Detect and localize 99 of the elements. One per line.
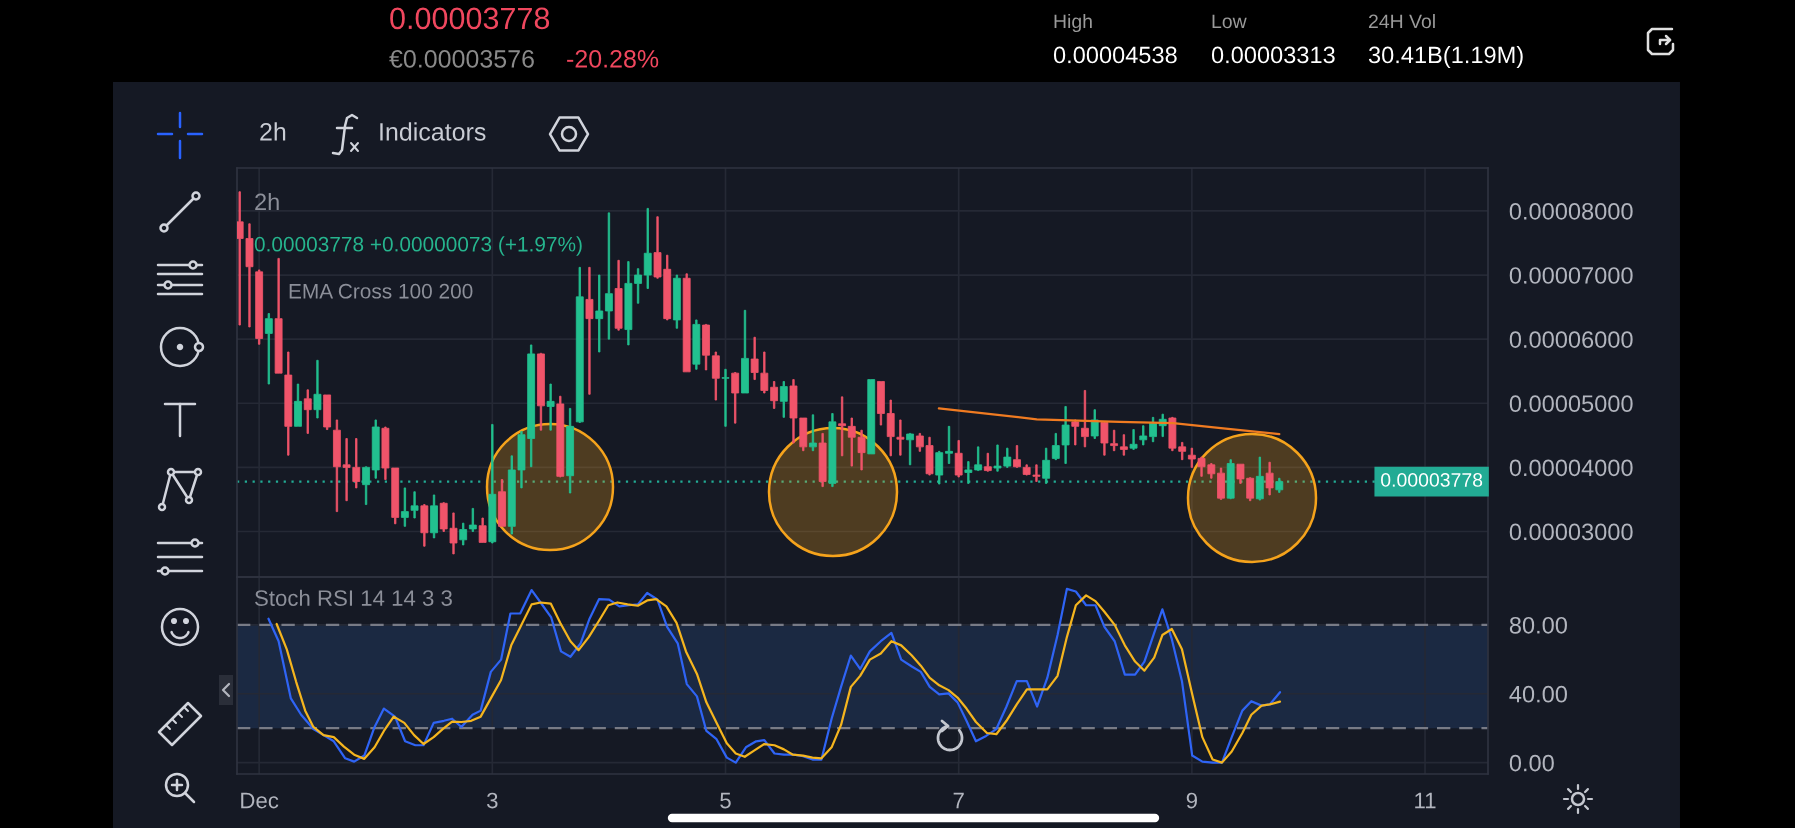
candlestick xyxy=(983,452,992,472)
candlestick xyxy=(838,396,846,457)
candlestick xyxy=(741,309,749,394)
candlestick xyxy=(828,413,837,488)
candlestick xyxy=(964,461,973,484)
text: High xyxy=(1054,13,1092,33)
x-tick-label: Dec xyxy=(241,792,279,809)
candlestick xyxy=(605,212,613,340)
candlestick xyxy=(400,487,409,527)
candlestick xyxy=(954,440,963,478)
candlestick xyxy=(1226,459,1235,500)
candlestick xyxy=(945,425,953,464)
candlestick xyxy=(1265,461,1274,496)
candlestick xyxy=(779,381,788,418)
candlestick xyxy=(488,424,497,544)
candlestick xyxy=(1139,425,1148,446)
candlestick xyxy=(1071,419,1080,446)
candlestick xyxy=(546,383,555,431)
candlestick xyxy=(371,419,380,479)
candlestick xyxy=(537,352,545,431)
candlestick xyxy=(420,504,429,547)
candlestick xyxy=(614,259,623,331)
text: 0.00003778 xyxy=(390,7,550,30)
candlestick xyxy=(906,432,914,466)
candlestick xyxy=(410,491,419,519)
candlestick xyxy=(468,507,477,532)
candlestick xyxy=(294,383,302,427)
candlestick xyxy=(1275,477,1284,493)
candlestick xyxy=(809,414,817,452)
candlestick xyxy=(692,319,701,370)
candlestick xyxy=(770,381,779,409)
candlestick xyxy=(478,517,487,543)
annotation: EMA Cross 100 200 xyxy=(289,283,473,299)
chart-title: Stoch RSI 14 14 3 3 xyxy=(255,589,452,606)
candlestick xyxy=(575,266,584,423)
candlestick xyxy=(498,479,506,527)
candlestick xyxy=(303,389,312,434)
candlestick xyxy=(1149,416,1157,443)
text: 24H Vol xyxy=(1368,13,1435,29)
candlestick xyxy=(1129,429,1138,450)
candlestick xyxy=(672,274,681,329)
ref-line-label: 0.00003778 xyxy=(1381,473,1483,487)
candlestick xyxy=(323,394,332,430)
candlestick xyxy=(886,399,895,457)
candlestick xyxy=(556,395,565,478)
candlestick xyxy=(284,351,293,456)
candlestick xyxy=(1042,447,1051,484)
candlestick xyxy=(711,351,720,401)
y-tick-label: 0.00005000 xyxy=(1509,395,1633,413)
candlestick xyxy=(1217,467,1225,500)
text: 0.00003778 +0.00000073 (+1.97%) xyxy=(254,236,582,256)
text: -20.28% xyxy=(567,50,659,68)
candlestick xyxy=(896,419,905,456)
text: 2h xyxy=(260,122,286,141)
y-tick-label: 0.00008000 xyxy=(1509,203,1633,220)
candlestick xyxy=(682,273,691,373)
candlestick xyxy=(566,407,574,494)
y-tick-label: 40.00 xyxy=(1509,685,1567,703)
candlestick xyxy=(974,446,983,471)
candlestick xyxy=(867,379,876,455)
candlestick xyxy=(935,450,944,485)
x-tick-label: 3 xyxy=(487,792,498,809)
candlestick xyxy=(313,359,322,419)
candlestick xyxy=(459,522,468,546)
text: 30.41B(1.19M) xyxy=(1368,46,1523,68)
candlestick xyxy=(595,274,604,353)
text: 2h xyxy=(255,193,279,211)
candlestick xyxy=(255,269,264,345)
line-series xyxy=(937,407,1281,436)
text: €0.00003576 xyxy=(389,50,534,68)
candlestick xyxy=(877,381,885,426)
x-tick-label: 9 xyxy=(1186,792,1197,809)
text: Low xyxy=(1212,14,1247,29)
y-tick-label: 0.00007000 xyxy=(1509,267,1633,284)
candlestick xyxy=(1013,445,1021,468)
candlestick xyxy=(1255,456,1264,501)
y-tick-label: 0.00003000 xyxy=(1509,523,1633,541)
candlestick xyxy=(362,466,370,505)
candlestick xyxy=(702,324,710,371)
x-tick-label: 5 xyxy=(720,792,731,809)
text: 0.00003313 xyxy=(1211,46,1335,64)
candlestick xyxy=(818,432,827,488)
candlestick xyxy=(585,266,594,395)
candlestick xyxy=(643,207,652,289)
y-tick-label: 0.00 xyxy=(1509,754,1554,772)
text: 0.00004538 xyxy=(1053,46,1177,64)
candlestick xyxy=(731,372,740,424)
candlestick xyxy=(430,494,438,539)
y-tick-label: 0.00006000 xyxy=(1509,331,1633,348)
candlestick xyxy=(1081,390,1089,448)
candlestick xyxy=(264,313,273,385)
text: Indicators xyxy=(380,122,486,141)
y-tick-label: 80.00 xyxy=(1509,616,1567,634)
x-tick-label: 11 xyxy=(1415,792,1436,809)
candlestick xyxy=(1119,434,1128,456)
y-tick-label: 0.00004000 xyxy=(1509,459,1633,477)
x-tick-label: 7 xyxy=(953,792,964,809)
candlestick xyxy=(274,257,283,374)
candlestick xyxy=(721,368,730,427)
